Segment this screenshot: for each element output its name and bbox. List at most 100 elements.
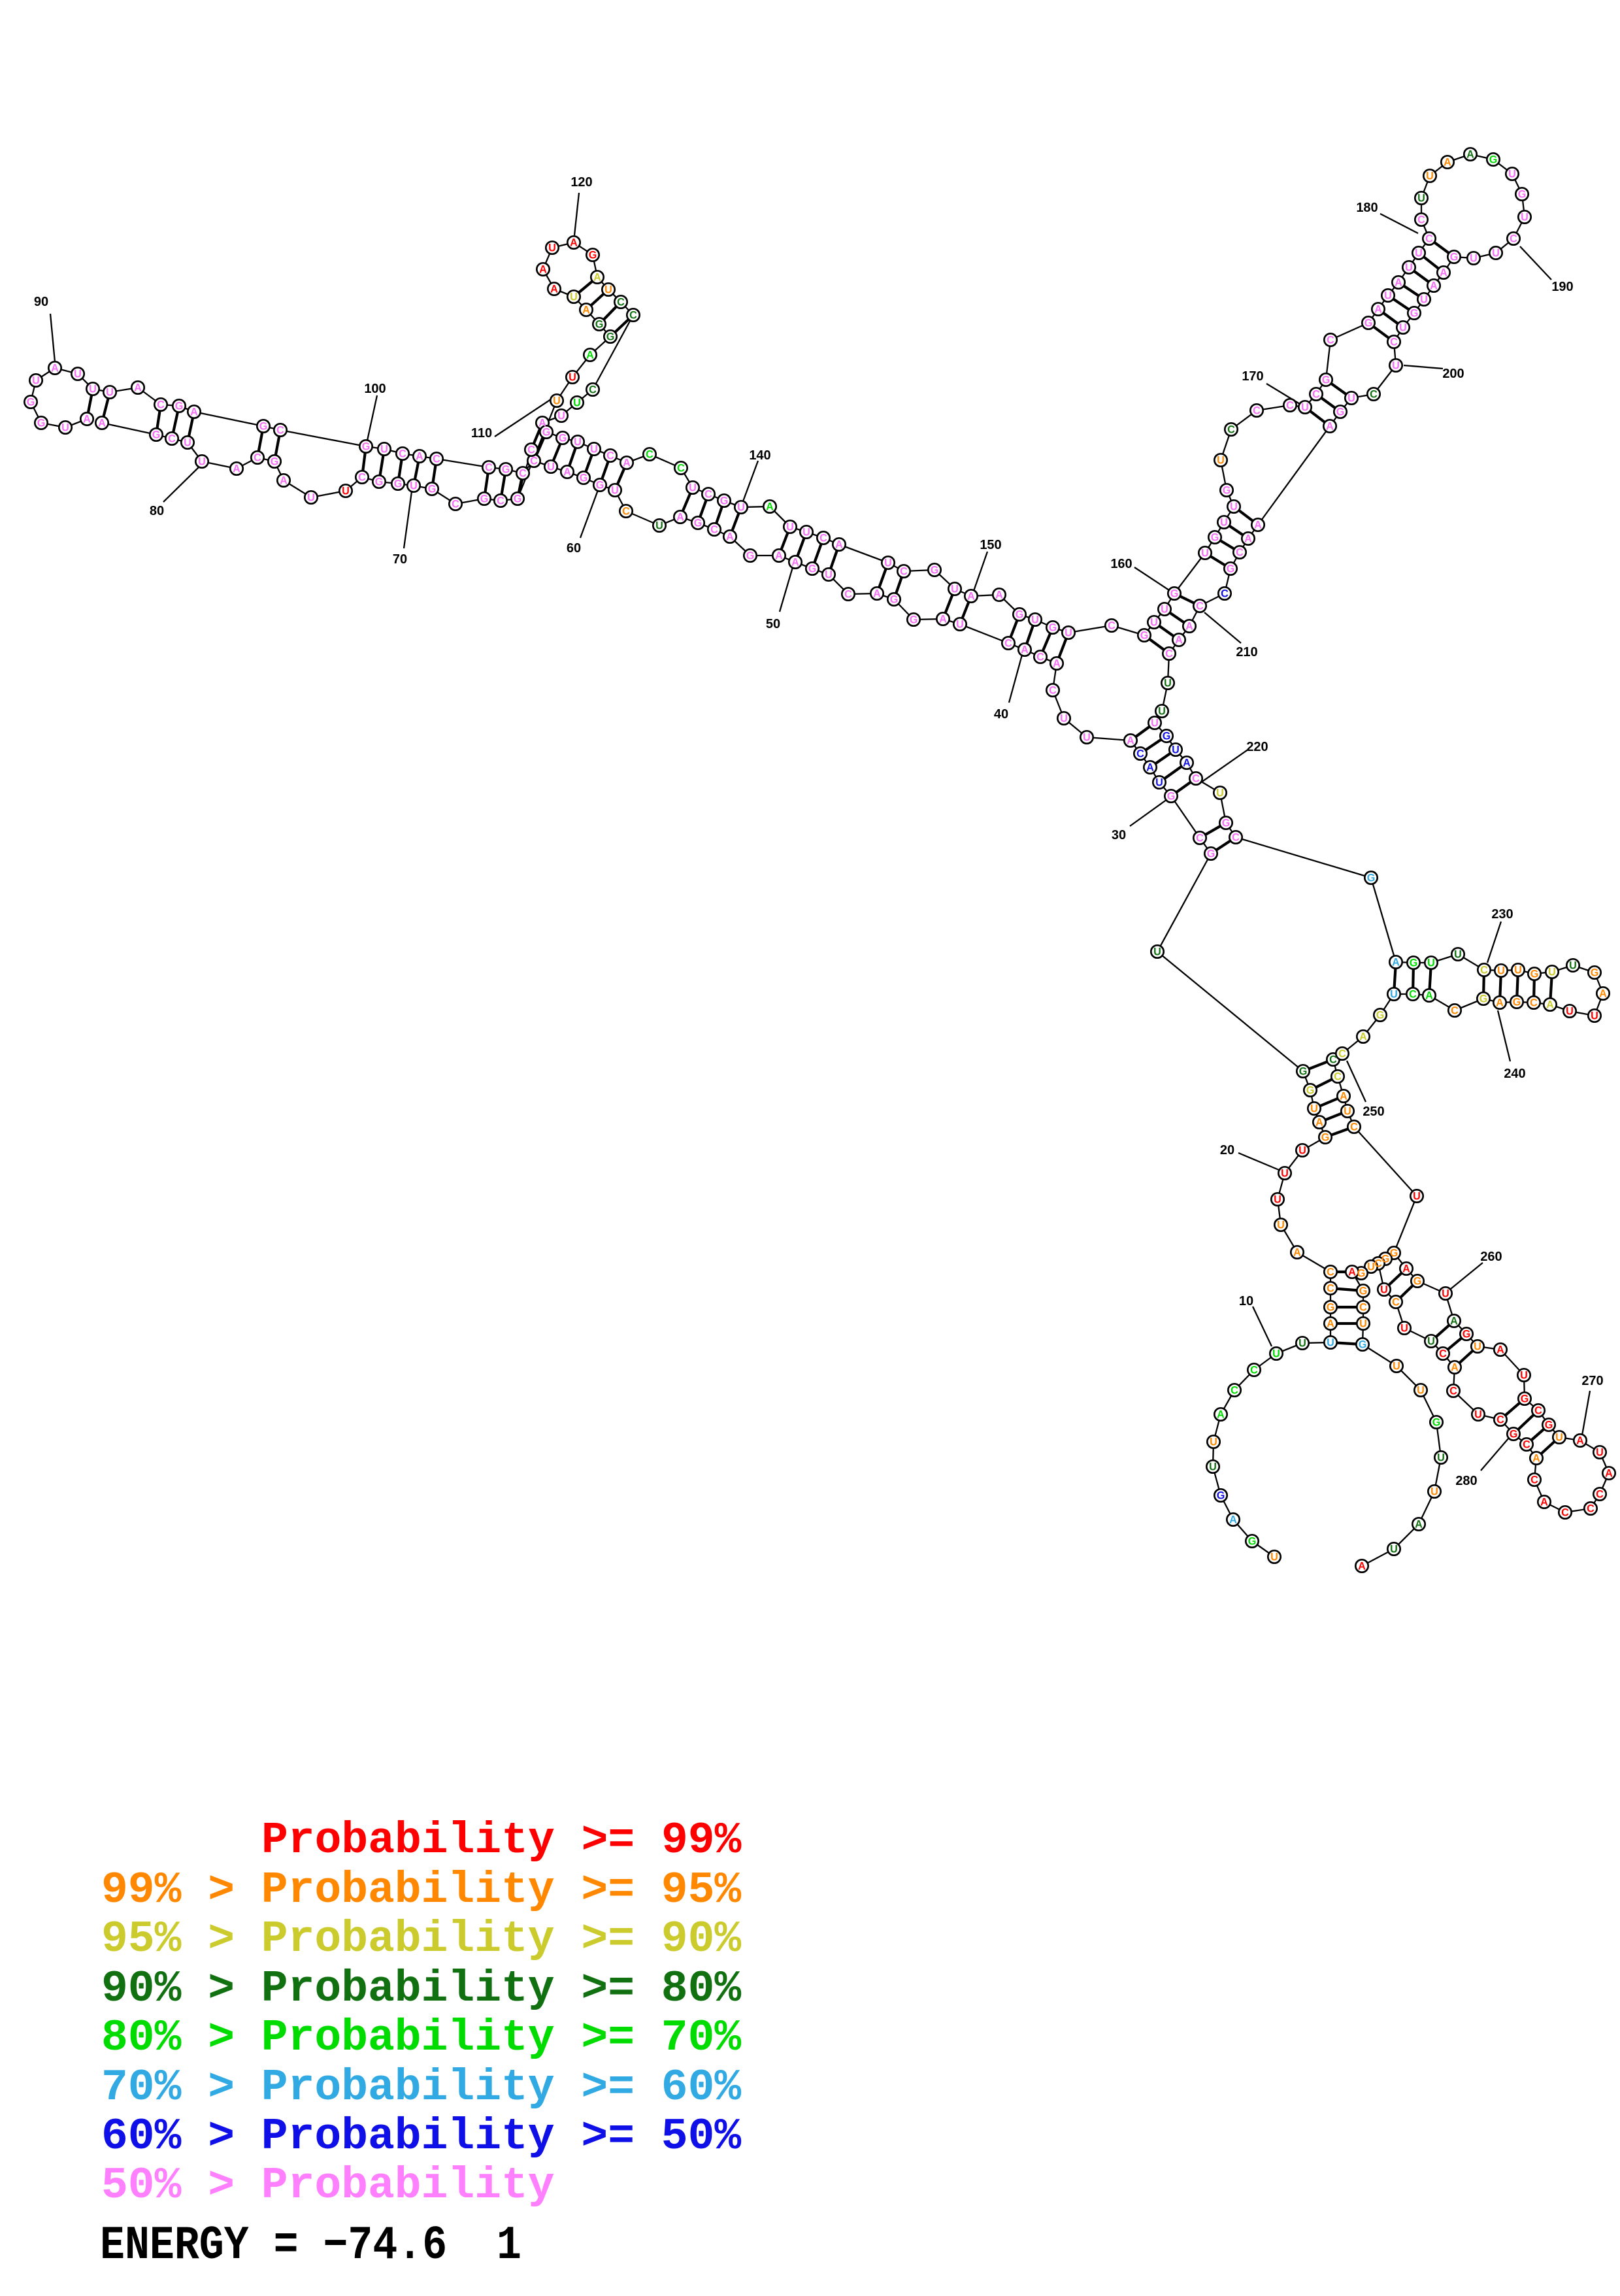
svg-text:A: A — [873, 588, 881, 600]
svg-text:C: C — [1136, 748, 1144, 760]
svg-text:U: U — [1298, 1338, 1306, 1350]
svg-text:U: U — [1158, 706, 1166, 718]
svg-text:A: A — [1374, 304, 1382, 316]
svg-text:60% > Probability >= 50%: 60% > Probability >= 50% — [101, 2112, 741, 2162]
svg-text:A: A — [1217, 1409, 1225, 1421]
svg-text:G: G — [271, 456, 279, 468]
svg-text:C: C — [399, 448, 406, 460]
svg-text:U: U — [1327, 1337, 1334, 1349]
svg-text:U: U — [106, 387, 114, 399]
svg-text:C: C — [1561, 1507, 1569, 1519]
svg-text:A: A — [939, 614, 947, 625]
svg-text:U: U — [89, 384, 97, 395]
svg-text:U: U — [1548, 967, 1556, 978]
svg-text:U: U — [1060, 713, 1068, 725]
svg-text:C: C — [1390, 337, 1398, 348]
svg-text:C: C — [452, 499, 459, 510]
svg-text:A: A — [1440, 267, 1447, 279]
svg-text:C: C — [1417, 214, 1425, 226]
svg-text:U: U — [737, 502, 745, 514]
svg-text:U: U — [1596, 1447, 1604, 1459]
svg-text:U: U — [380, 444, 388, 456]
svg-text:G: G — [1207, 848, 1215, 860]
svg-text:C: C — [1049, 685, 1057, 697]
svg-text:G: G — [1413, 1276, 1422, 1288]
svg-text:U: U — [1298, 1145, 1306, 1157]
svg-text:G: G — [589, 250, 597, 261]
svg-text:A: A — [280, 475, 288, 487]
svg-text:A: A — [1348, 1267, 1356, 1278]
svg-text:G: G — [362, 441, 371, 453]
svg-text:U: U — [1520, 1370, 1528, 1382]
svg-text:A: A — [1254, 520, 1262, 531]
svg-text:U: U — [198, 456, 206, 468]
svg-text:A: A — [539, 264, 547, 276]
svg-text:G: G — [1367, 873, 1376, 884]
svg-text:C: C — [1004, 638, 1012, 650]
svg-text:210: 210 — [1236, 645, 1257, 659]
svg-text:C: C — [606, 450, 614, 462]
svg-text:U: U — [1083, 732, 1091, 744]
svg-text:U: U — [1405, 262, 1413, 274]
svg-text:U: U — [1301, 402, 1309, 414]
svg-text:G: G — [1463, 1329, 1471, 1340]
svg-text:C: C — [1165, 648, 1173, 660]
svg-text:G: G — [428, 484, 437, 495]
svg-text:U: U — [1310, 1103, 1318, 1115]
svg-text:60: 60 — [567, 541, 581, 556]
svg-text:C: C — [254, 452, 261, 464]
svg-text:G: G — [375, 476, 384, 488]
svg-text:G: G — [152, 429, 161, 441]
svg-text:50: 50 — [766, 617, 780, 631]
svg-text:U: U — [1555, 1432, 1563, 1444]
svg-text:U: U — [1390, 1544, 1398, 1556]
svg-text:C: C — [1286, 400, 1294, 412]
svg-text:U: U — [1150, 617, 1158, 629]
svg-text:U: U — [569, 372, 576, 384]
svg-text:C: C — [1359, 1302, 1367, 1314]
svg-text:G: G — [1364, 318, 1373, 329]
svg-text:A: A — [1466, 149, 1474, 161]
svg-text:C: C — [497, 495, 504, 507]
svg-text:200: 200 — [1442, 367, 1464, 381]
svg-text:U: U — [1380, 1284, 1388, 1296]
svg-text:A: A — [1576, 1435, 1584, 1447]
svg-text:G: G — [720, 495, 729, 507]
svg-text:G: G — [1530, 969, 1539, 980]
svg-text:A: A — [1546, 999, 1554, 1011]
svg-text:A: A — [967, 591, 975, 603]
svg-text:50% > Probability: 50% > Probability — [101, 2161, 555, 2211]
svg-text:90% > Probability >= 80%: 90% > Probability >= 80% — [101, 1964, 741, 2014]
svg-text:G: G — [910, 614, 918, 626]
svg-text:C: C — [617, 297, 625, 308]
svg-text:A: A — [563, 467, 571, 478]
svg-text:C: C — [622, 506, 630, 518]
svg-text:G: G — [514, 493, 522, 505]
svg-text:U: U — [307, 492, 315, 504]
svg-text:U: U — [1437, 1452, 1445, 1464]
svg-text:U: U — [1347, 393, 1355, 405]
svg-text:U: U — [1417, 1385, 1425, 1397]
svg-text:G: G — [1381, 1254, 1390, 1265]
svg-text:C: C — [1530, 1474, 1538, 1486]
svg-text:U: U — [1569, 960, 1577, 972]
svg-text:ENERGY = −74.6 1: ENERGY = −74.6 1 — [100, 2219, 521, 2272]
svg-text:A: A — [1395, 277, 1402, 289]
svg-text:A: A — [1425, 990, 1433, 1002]
svg-text:160: 160 — [1110, 557, 1132, 571]
svg-text:U: U — [1390, 989, 1398, 1001]
svg-text:C: C — [1236, 547, 1244, 559]
svg-text:U: U — [1344, 1106, 1351, 1118]
svg-text:C: C — [1329, 1054, 1337, 1066]
svg-text:G: G — [1518, 189, 1527, 201]
svg-text:A: A — [586, 350, 594, 361]
svg-text:U: U — [1367, 1261, 1375, 1273]
svg-text:U: U — [1172, 744, 1180, 756]
svg-text:U: U — [570, 291, 578, 303]
svg-text:C: C — [1596, 1489, 1604, 1501]
svg-text:C: C — [1327, 1267, 1334, 1278]
svg-text:U: U — [74, 369, 82, 380]
svg-text:U: U — [1277, 1220, 1285, 1231]
svg-text:95% > Probability >= 90%: 95% > Probability >= 90% — [101, 1914, 741, 1965]
svg-text:U: U — [802, 527, 810, 539]
